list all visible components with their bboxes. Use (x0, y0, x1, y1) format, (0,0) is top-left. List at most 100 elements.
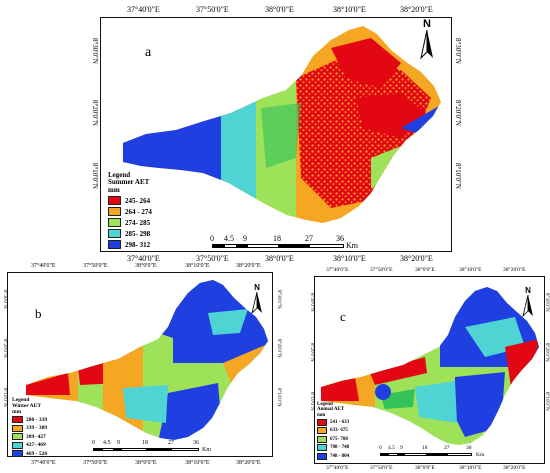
legend-swatch (108, 240, 121, 250)
map-b-top-tick: 38°10'0"E (185, 263, 210, 269)
map-a-left-tick: 8°20'0"N (91, 100, 99, 126)
scale-tick: 27 (305, 234, 313, 243)
map-c-right-tick: 8°10'0"N (544, 392, 549, 411)
map-a-top-tick: 38°0'0"E (265, 5, 294, 14)
legend-item: 541 - 633 (317, 418, 349, 426)
scale-tick: 18 (142, 440, 148, 446)
map-c-top-tick: 38°10'0"E (459, 267, 482, 273)
map-c-left-tick: 8°30'0"N (309, 293, 314, 312)
legend-item: 339 - 389 (12, 424, 48, 432)
legend-item: 748 - 804 (317, 452, 349, 460)
scale-tick: 0 (92, 440, 95, 446)
legend-swatch (317, 444, 327, 452)
legend-item-label: 274- 285 (125, 218, 151, 227)
north-arrow-icon (251, 291, 262, 315)
map-b-left-tick: 8°30'0"N (2, 290, 7, 309)
legend-subtitle: Summer AET (108, 178, 150, 187)
legend-unit: mm (12, 408, 22, 415)
map-b-left-tick: 8°20'0"N (2, 339, 7, 358)
legend-item: 245- 264 (108, 196, 152, 206)
map-b-bottom-tick: 37°50'0"E (83, 460, 108, 466)
scale-tick: 18 (273, 234, 281, 243)
scale-tick: 4.5 (103, 440, 111, 446)
map-c-watershed (321, 287, 539, 445)
legend-item-label: 298- 312 (125, 240, 151, 249)
map-c-right-tick: 8°30'0"N (544, 293, 549, 312)
legend-item: 708 - 748 (317, 444, 350, 452)
map-c-bottom-tick: 37°40'0"E (326, 465, 349, 471)
legend-swatch (108, 218, 121, 228)
map-a-left-tick: 8°30'0"N (91, 38, 99, 64)
map-c-right-tick: 8°20'0"N (544, 343, 549, 362)
map-c-top-tick: 37°50'0"E (370, 267, 393, 273)
scale-tick: 36 (193, 440, 199, 446)
scale-tick: 9 (243, 234, 247, 243)
north-arrow-a: N (417, 18, 437, 65)
legend-item-label: 339 - 389 (26, 425, 48, 432)
scale-unit: Km (346, 241, 358, 250)
scale-unit: Km (476, 452, 485, 458)
legend-swatch (108, 196, 121, 206)
legend-item-label: 389- 427 (26, 433, 46, 440)
map-a-bottom-tick: 38°20'0"E (400, 254, 433, 263)
legend-item: 389- 427 (12, 433, 47, 441)
map-b-bottom-tick: 38°0'0"E (135, 460, 157, 466)
legend-item: 469 - 526 (12, 450, 48, 458)
legend-item-label: 469 - 526 (26, 450, 48, 457)
legend-item: 285- 298 (108, 229, 152, 239)
map-b-top-tick: 38°0'0"E (135, 263, 157, 269)
legend-subtitle: Annual AET (317, 407, 345, 413)
legend-item: 298- 312 (108, 240, 152, 250)
map-b-bottom-tick: 38°20'0"E (236, 460, 261, 466)
map-a-watershed (123, 26, 441, 223)
map-b-label: b (35, 306, 42, 321)
map-a-right-tick: 8°30'0"N (454, 38, 462, 64)
legend-item-label: 708 - 748 (330, 445, 350, 451)
legend-swatch (108, 207, 121, 217)
legend-swatch (12, 441, 23, 449)
legend-item: 264 - 274 (108, 207, 152, 217)
scale-tick: 27 (168, 440, 174, 446)
map-a-top-tick: 38°10'0"E (333, 5, 366, 14)
legend-subtitle: Winter AET (12, 402, 41, 409)
legend-unit: mm (317, 412, 326, 418)
scale-unit: Km (202, 447, 211, 453)
map-b-right-tick: 8°20'0"N (276, 339, 281, 358)
map-c-top-tick: 38°20'0"E (503, 267, 526, 273)
scale-tick: 0 (379, 445, 382, 451)
scale-tick: 9 (400, 445, 403, 451)
north-arrow-b: N (250, 283, 264, 319)
legend-item-label: 280 - 339 (26, 416, 48, 423)
map-b-top-tick: 38°20'0"E (236, 263, 261, 269)
scale-tick: 18 (422, 445, 428, 451)
legend-item-label: 245- 264 (125, 196, 151, 205)
map-c-left-tick: 8°20'0"N (309, 343, 314, 362)
legend-item-label: 427- 469 (26, 442, 46, 449)
legend-item-label: 633- 675 (330, 428, 348, 434)
legend-swatch (12, 433, 23, 441)
scale-tick: 4.5 (224, 234, 234, 243)
map-a-bottom-tick: 38°0'0"E (265, 254, 294, 263)
legend-item-label: 285- 298 (125, 229, 151, 238)
scale-tick: 27 (444, 445, 450, 451)
legend-swatch (317, 427, 327, 435)
map-b-right-tick: 8°10'0"N (276, 388, 281, 407)
map-b-right-tick: 8°30'0"N (276, 290, 281, 309)
north-arrow-c: N (521, 286, 535, 322)
map-a-top-tick: 38°20'0"E (400, 5, 433, 14)
map-c-bottom-tick: 37°50'0"E (370, 465, 393, 471)
map-b-bottom-tick: 38°10'0"E (185, 460, 210, 466)
legend-title: Legend (317, 402, 333, 407)
legend-item: 427- 469 (12, 441, 47, 449)
map-c-label: c (340, 309, 346, 324)
map-b-scale-bar: 0 4.5 9 18 27 36 Km (92, 440, 217, 454)
legend-item: 280 - 339 (12, 416, 48, 424)
map-b-top-tick: 37°40'0"E (31, 263, 56, 269)
map-c-left-tick: 8°10'0"N (309, 392, 314, 411)
scale-tick: 36 (336, 234, 344, 243)
scale-tick: 4.5 (388, 445, 395, 451)
scale-tick: 36 (466, 445, 472, 451)
legend-item-label: 264 - 274 (125, 207, 152, 216)
legend-item-label: 675- 708 (330, 436, 348, 442)
legend-unit: mm (108, 185, 120, 194)
